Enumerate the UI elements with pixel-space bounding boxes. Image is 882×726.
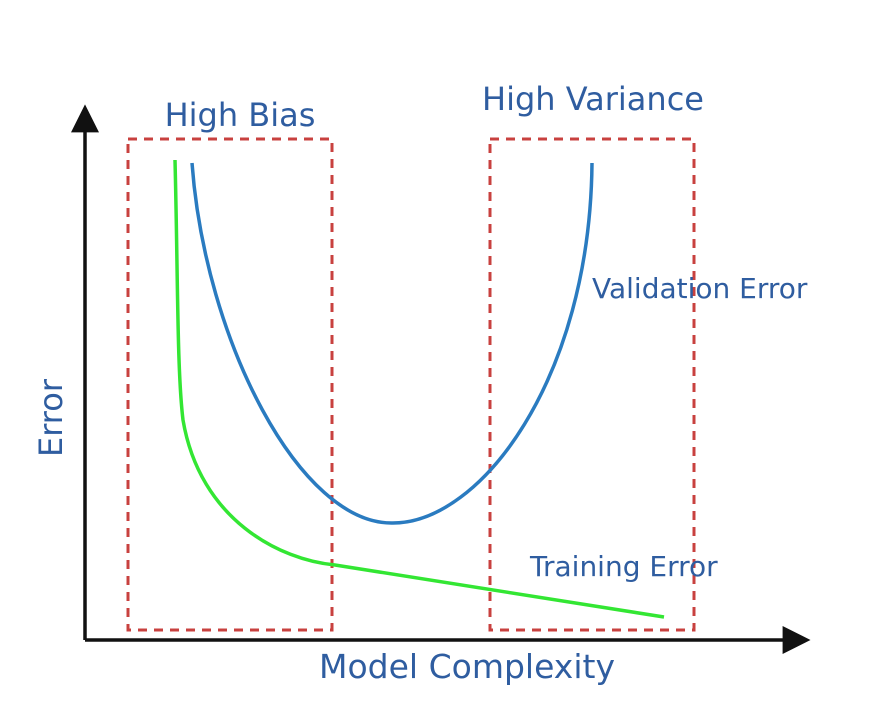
high-bias-label: High Bias [165, 96, 316, 134]
training-error-curve [173, 159, 665, 619]
high-variance-label: High Variance [482, 80, 704, 118]
x-axis-label: Model Complexity [319, 647, 615, 686]
y-axis-label: Error [32, 378, 70, 457]
high-bias-region [126, 137, 334, 632]
high-variance-region [488, 137, 696, 632]
training-error-label: Training Error [529, 550, 718, 583]
validation-error-curve [190, 162, 594, 525]
validation-error-label: Validation Error [592, 272, 808, 305]
